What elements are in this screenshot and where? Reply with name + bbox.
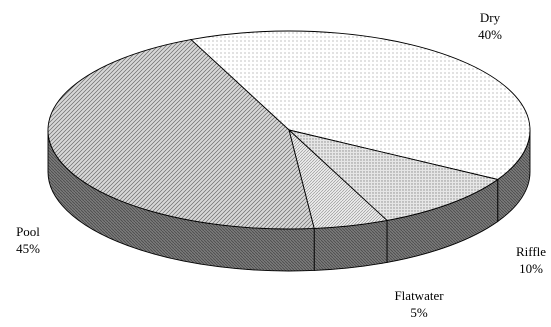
slice-label-pool: Pool (16, 224, 40, 239)
slice-dry (190, 30, 531, 180)
slice-value-riffle: 10% (519, 261, 543, 276)
slice-value-flatwater: 5% (410, 305, 428, 320)
slice-label-riffle: Riffle (516, 244, 546, 259)
slice-label-flatwater: Flatwater (394, 288, 444, 303)
slice-value-dry: 40% (478, 27, 502, 42)
pie-sides (47, 129, 531, 272)
slice-labels: Dry 40% Riffle 10% Flatwater 5% Pool 45% (16, 10, 546, 320)
pie-slices (47, 30, 531, 230)
slice-value-pool: 45% (16, 241, 40, 256)
slice-label-dry: Dry (480, 10, 501, 25)
slice-riffle (287, 129, 499, 221)
slice-pool (47, 39, 315, 230)
